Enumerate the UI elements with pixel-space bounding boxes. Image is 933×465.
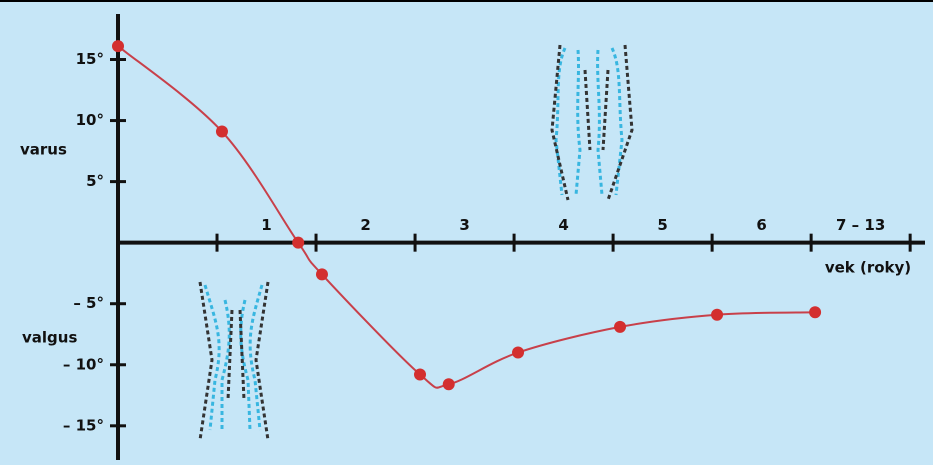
y-tick-label: – 5° — [73, 294, 104, 312]
x-axis-label: vek (roky) — [825, 259, 911, 277]
data-point — [316, 268, 328, 280]
chart: varus valgus vek (roky) 15° 10° 5° – 5° – 10… — [0, 0, 933, 465]
x-category-label: 1 — [261, 216, 271, 234]
annotation: varus — [20, 141, 67, 159]
data-point — [614, 321, 626, 333]
y-tick-label: 5° — [86, 172, 104, 190]
data-point — [711, 309, 723, 321]
annotation: valgus — [22, 329, 77, 347]
y-tick-label: – 10° — [63, 355, 104, 373]
data-point — [112, 40, 124, 52]
x-category-label: 2 — [360, 216, 370, 234]
data-point — [216, 126, 228, 138]
x-category-label: 7 – 13 — [836, 216, 885, 234]
data-point — [414, 369, 426, 381]
x-category-label: 3 — [459, 216, 469, 234]
y-tick-label: 10° — [76, 111, 104, 129]
x-category-label: 4 — [558, 216, 568, 234]
data-point — [292, 237, 304, 249]
y-tick-label: – 15° — [63, 416, 104, 434]
data-point — [512, 347, 524, 359]
data-point — [809, 306, 821, 318]
x-category-label: 5 — [657, 216, 667, 234]
data-point — [443, 378, 455, 390]
y-tick-label: 15° — [76, 50, 104, 68]
x-category-label: 6 — [756, 216, 766, 234]
